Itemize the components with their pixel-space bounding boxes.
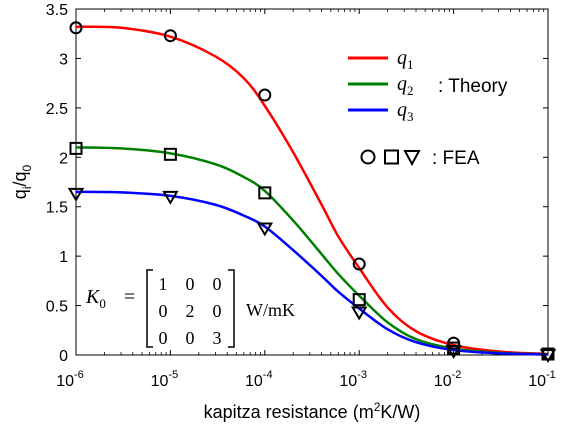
fea-point-q3 bbox=[539, 349, 557, 363]
matrix-cell: 0 bbox=[159, 328, 168, 348]
theory-line-q1 bbox=[75, 25, 549, 356]
y-tick-label: 1.5 bbox=[46, 200, 68, 217]
matrix-cell: 0 bbox=[186, 328, 195, 348]
legend-marker-square bbox=[384, 149, 399, 165]
theory-line-q3 bbox=[75, 190, 549, 356]
fea-point-q3 bbox=[67, 187, 85, 202]
x-tick-label: 10-4 bbox=[245, 369, 273, 390]
y-tick-label: 0.5 bbox=[46, 299, 68, 316]
fea-point-q2 bbox=[69, 141, 83, 155]
matrix-cell: 0 bbox=[213, 274, 222, 294]
theory-line-q2 bbox=[75, 146, 549, 356]
y-tick-label: 2.5 bbox=[46, 101, 68, 118]
conductivity-matrix: K0 = 1 0 00 2 00 0 3 W/mK bbox=[85, 269, 295, 348]
legend-label-q1: q1 bbox=[397, 47, 414, 72]
legend-label-q2: q2 bbox=[397, 73, 414, 98]
fea-markers bbox=[67, 21, 557, 363]
matrix-cell: 3 bbox=[213, 328, 222, 348]
y-axis-title: qi/q0 bbox=[10, 164, 34, 199]
matrix-left-bracket bbox=[146, 269, 153, 348]
y-tick-label: 2 bbox=[59, 150, 68, 167]
matrix-equals: = bbox=[124, 286, 135, 308]
matrix-unit: W/mK bbox=[246, 300, 295, 320]
matrix-cell: 2 bbox=[186, 301, 195, 321]
fea-point-q2 bbox=[163, 147, 177, 161]
fea-point-q1 bbox=[258, 88, 272, 102]
fea-point-q3 bbox=[162, 190, 179, 205]
legend-marker-circle bbox=[360, 149, 376, 165]
fea-point-q3 bbox=[350, 306, 368, 321]
matrix-lhs: K0 bbox=[85, 286, 106, 311]
legend-fea-label: : FEA bbox=[432, 148, 480, 169]
axis-ticks: 0 0.5 1 1.5 2 2.5 3 3.5 10-6 10-5 10-4 10-3 10-2 10-1 bbox=[46, 2, 556, 390]
y-tick-label: 3.5 bbox=[46, 2, 68, 19]
matrix-cell: 1 bbox=[159, 274, 168, 294]
x-tick-label: 10-3 bbox=[339, 369, 367, 390]
y-tick-label: 0 bbox=[59, 348, 68, 365]
fea-point-q1 bbox=[163, 29, 177, 43]
fea-point-q2 bbox=[258, 186, 272, 200]
x-tick-label: 10-1 bbox=[528, 369, 556, 390]
y-tick-label: 3 bbox=[59, 51, 68, 68]
matrix-cell: 0 bbox=[213, 301, 222, 321]
matrix-cells: 1 0 00 2 00 0 3 bbox=[159, 274, 222, 348]
legend-label-q3: q3 bbox=[397, 99, 414, 124]
legend-theory-label: : Theory bbox=[438, 76, 508, 97]
x-axis-title: kapitza resistance (m2K/W) bbox=[204, 400, 421, 422]
matrix-cell: 0 bbox=[186, 274, 195, 294]
fea-point-q1 bbox=[69, 21, 83, 35]
theory-curves bbox=[75, 25, 549, 356]
x-tick-label: 10-6 bbox=[56, 369, 84, 390]
x-tick-label: 10-5 bbox=[151, 369, 179, 390]
fea-point-q1 bbox=[352, 257, 366, 271]
fea-point-q3 bbox=[445, 345, 462, 360]
plot-frame bbox=[75, 8, 549, 356]
x-tick-label: 10-2 bbox=[434, 369, 462, 390]
matrix-cell: 0 bbox=[159, 301, 168, 321]
fea-point-q3 bbox=[256, 222, 274, 237]
legend-marker-triangle bbox=[403, 150, 421, 167]
fea-point-q2 bbox=[352, 293, 366, 307]
y-tick-label: 1 bbox=[59, 249, 68, 266]
legend: q1 q2 q3 : Theory : FEA bbox=[348, 47, 508, 169]
matrix-right-bracket bbox=[228, 269, 235, 348]
